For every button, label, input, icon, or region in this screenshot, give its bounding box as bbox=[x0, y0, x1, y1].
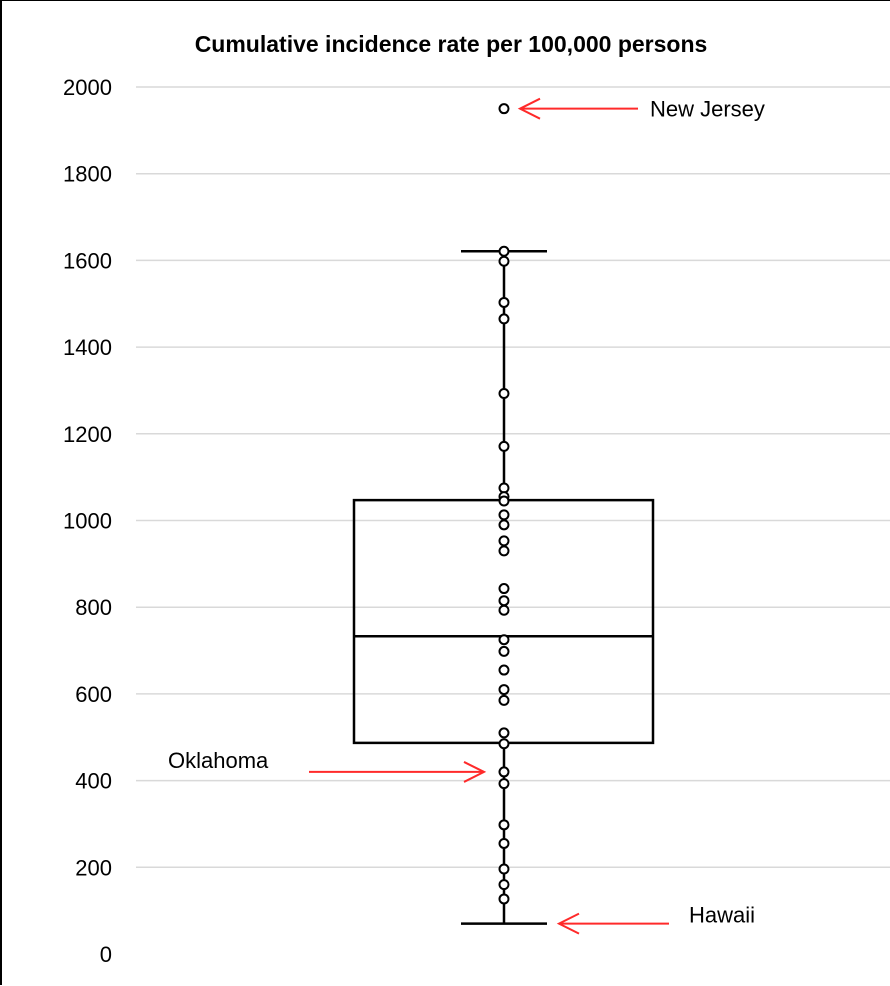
data-point bbox=[498, 509, 510, 521]
data-point bbox=[498, 440, 510, 452]
arrow-new-jersey bbox=[517, 97, 638, 120]
data-point bbox=[498, 545, 510, 557]
arrow-head bbox=[463, 761, 487, 783]
y-tick-label: 1400 bbox=[63, 335, 112, 360]
arrow-oklahoma bbox=[309, 761, 487, 783]
data-point bbox=[498, 296, 510, 308]
data-point bbox=[498, 255, 510, 267]
annotation-label-hawaii: Hawaii bbox=[689, 903, 755, 928]
y-tick-label: 400 bbox=[75, 769, 112, 794]
data-point bbox=[498, 245, 510, 257]
chart-title: Cumulative incidence rate per 100,000 pe… bbox=[195, 31, 708, 57]
data-point bbox=[498, 766, 510, 778]
data-point bbox=[498, 684, 510, 696]
gridlines bbox=[136, 86, 890, 869]
y-tick-label: 1200 bbox=[63, 422, 112, 447]
y-axis-ticks: 0 200 400 600 800 1000 1200 1400 1600 1800 2000 bbox=[63, 75, 112, 967]
data-point bbox=[498, 482, 510, 494]
data-point bbox=[498, 519, 510, 531]
data-point bbox=[498, 103, 510, 115]
data-point bbox=[498, 879, 510, 891]
data-point bbox=[498, 583, 510, 595]
data-point bbox=[498, 819, 510, 831]
data-point bbox=[498, 863, 510, 875]
y-tick-label: 1800 bbox=[63, 162, 112, 187]
data-point bbox=[498, 313, 510, 325]
data-point bbox=[498, 778, 510, 790]
data-point bbox=[498, 893, 510, 905]
annotation-label-new-jersey: New Jersey bbox=[650, 97, 765, 122]
y-tick-label: 800 bbox=[75, 595, 112, 620]
data-point bbox=[498, 595, 510, 607]
data-point bbox=[498, 837, 510, 849]
data-point bbox=[498, 645, 510, 657]
arrow-head bbox=[517, 97, 541, 120]
data-point bbox=[498, 738, 510, 750]
data-point bbox=[498, 535, 510, 547]
y-tick-label: 1600 bbox=[63, 248, 112, 273]
data-point bbox=[498, 387, 510, 399]
data-point bbox=[498, 634, 510, 646]
y-tick-label: 2000 bbox=[63, 75, 112, 100]
data-point bbox=[498, 694, 510, 706]
y-tick-label: 200 bbox=[75, 855, 112, 880]
data-point bbox=[498, 664, 510, 676]
arrow-head bbox=[556, 912, 580, 935]
y-tick-label: 1000 bbox=[63, 509, 112, 534]
data-point bbox=[498, 727, 510, 739]
y-tick-label: 0 bbox=[100, 942, 112, 967]
data-point bbox=[498, 604, 510, 616]
data-point bbox=[498, 495, 510, 507]
annotation-label-oklahoma: Oklahoma bbox=[168, 748, 269, 773]
data-points bbox=[498, 103, 510, 905]
y-tick-label: 600 bbox=[75, 682, 112, 707]
annotations: New Jersey Oklahoma Hawaii bbox=[168, 97, 765, 935]
arrow-hawaii bbox=[556, 912, 669, 935]
